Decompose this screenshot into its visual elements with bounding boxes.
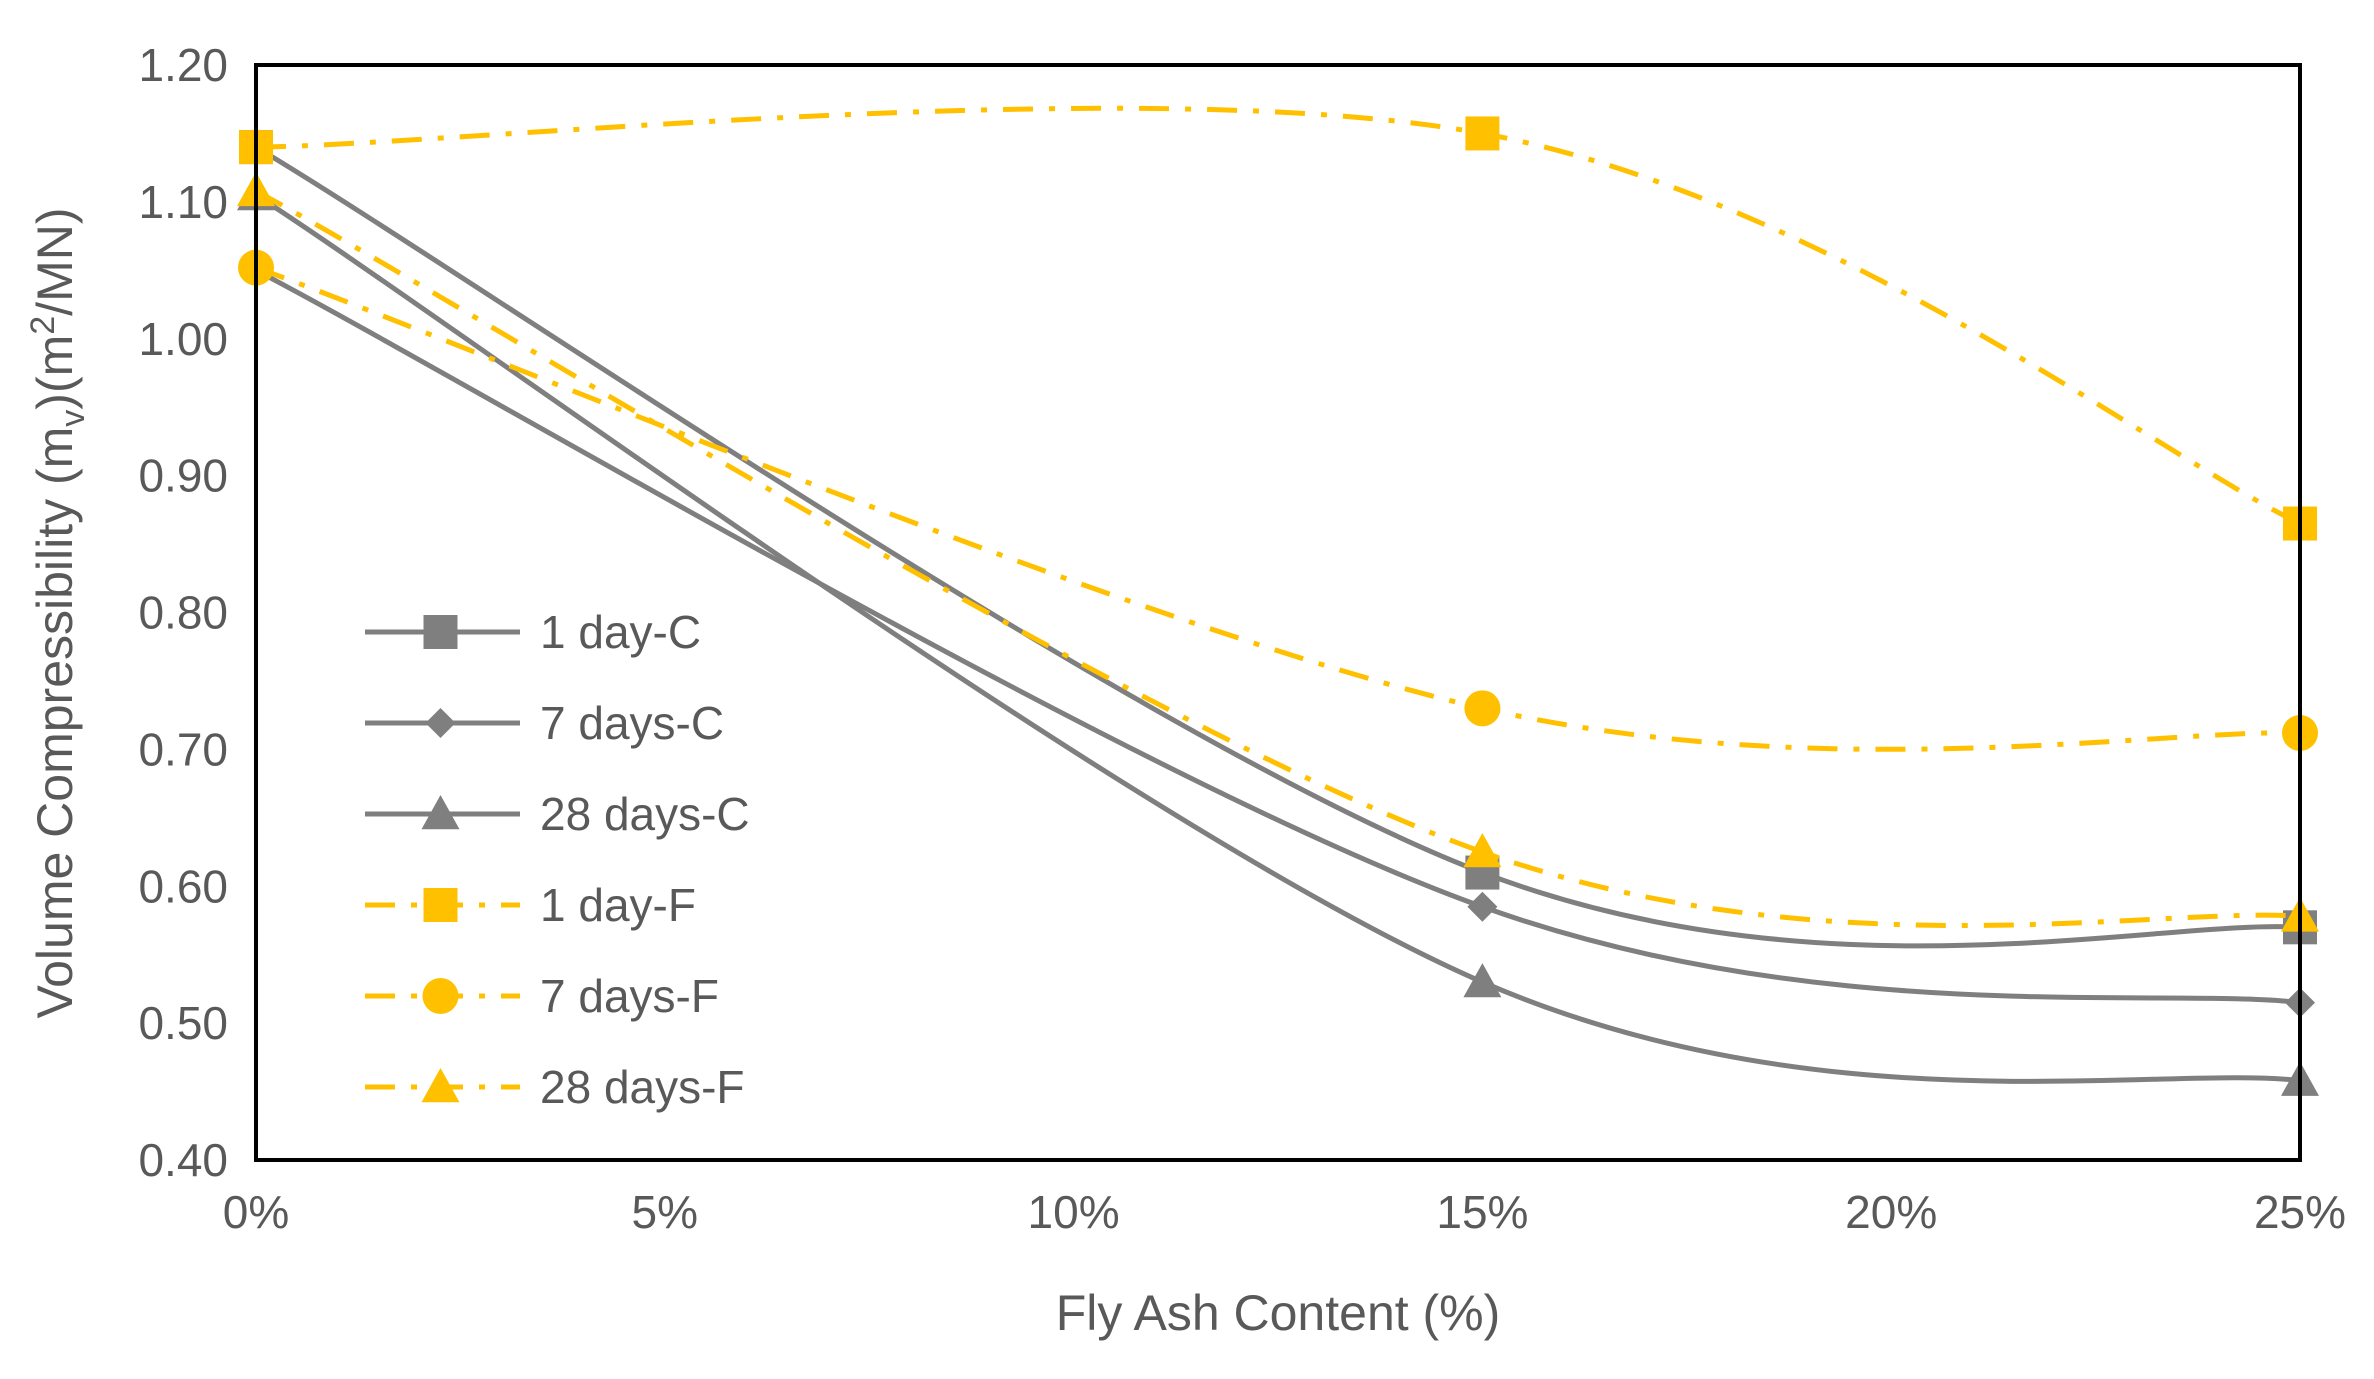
x-tick-label: 25% bbox=[2254, 1186, 2346, 1238]
x-tick-label: 0% bbox=[223, 1186, 289, 1238]
legend-item-28-days-c: 28 days-C bbox=[365, 788, 750, 840]
y-tick-label: 0.40 bbox=[138, 1134, 228, 1186]
legend-item-7-days-c: 7 days-C bbox=[365, 697, 724, 749]
legend-marker bbox=[421, 795, 460, 830]
series-1-day-f bbox=[239, 105, 2317, 541]
legend-label: 1 day-C bbox=[540, 606, 701, 658]
legend-label: 28 days-F bbox=[540, 1061, 745, 1113]
legend-marker bbox=[421, 1068, 460, 1103]
legend-marker bbox=[423, 615, 458, 649]
series-line-7-days-f bbox=[255, 265, 2301, 752]
y-tick-label: 0.60 bbox=[138, 860, 228, 912]
legend-label: 28 days-C bbox=[540, 788, 750, 840]
legend-marker bbox=[422, 978, 459, 1014]
series-line-1-day-c bbox=[254, 144, 2301, 949]
data-point-28-days-c bbox=[1463, 963, 1502, 998]
data-point-28-days-f bbox=[1463, 833, 1502, 868]
series-line-7-days-c bbox=[254, 268, 2301, 1006]
legend-item-28-days-f: 28 days-F bbox=[365, 1061, 745, 1113]
y-tick-label: 0.90 bbox=[138, 450, 228, 502]
legend-label: 7 days-C bbox=[540, 697, 724, 749]
series-layer bbox=[237, 105, 2319, 1096]
series-line-28-days-c bbox=[254, 192, 2301, 1084]
legend-marker bbox=[423, 888, 458, 922]
legend-item-1-day-c: 1 day-C bbox=[365, 606, 701, 658]
y-tick-label: 0.50 bbox=[138, 997, 228, 1049]
series-line-1-day-f bbox=[255, 105, 2302, 526]
x-tick-label: 10% bbox=[1028, 1186, 1120, 1238]
y-tick-label: 0.70 bbox=[138, 723, 228, 775]
y-tick-label: 0.80 bbox=[138, 587, 228, 639]
y-tick-label: 1.10 bbox=[138, 176, 228, 228]
data-point-1-day-f bbox=[1465, 116, 1500, 151]
y-tick-label: 1.20 bbox=[138, 39, 228, 91]
data-point-7-days-f bbox=[1464, 690, 1501, 727]
x-axis-ticks: 0% 5% 10% 15% 20% 25% bbox=[223, 1186, 2346, 1238]
x-tick-label: 15% bbox=[1436, 1186, 1528, 1238]
legend-label: 1 day-F bbox=[540, 879, 696, 931]
plot-area-frame bbox=[254, 63, 2302, 1162]
legend-item-1-day-f: 1 day-F bbox=[365, 879, 696, 931]
series-line-28-days-f bbox=[254, 188, 2301, 929]
data-point-7-days-c bbox=[1467, 891, 1498, 922]
y-axis-title: Volume Compressibility (mv)(m2/MN) bbox=[24, 207, 92, 1018]
legend-item-7-days-f: 7 days-F bbox=[365, 970, 719, 1022]
y-axis-ticks: 0.40 0.50 0.60 0.70 0.80 0.90 1.00 1.10 1.20 bbox=[138, 39, 228, 1186]
legend: 1 day-C 7 days-C 28 days-C 1 day-F 7 days-F 2… bbox=[365, 606, 750, 1113]
x-tick-label: 20% bbox=[1845, 1186, 1937, 1238]
legend-label: 7 days-F bbox=[540, 970, 719, 1022]
y-tick-label: 1.00 bbox=[138, 313, 228, 365]
x-tick-label: 5% bbox=[632, 1186, 698, 1238]
legend-marker bbox=[425, 708, 456, 738]
x-axis-title: Fly Ash Content (%) bbox=[1056, 1285, 1501, 1341]
